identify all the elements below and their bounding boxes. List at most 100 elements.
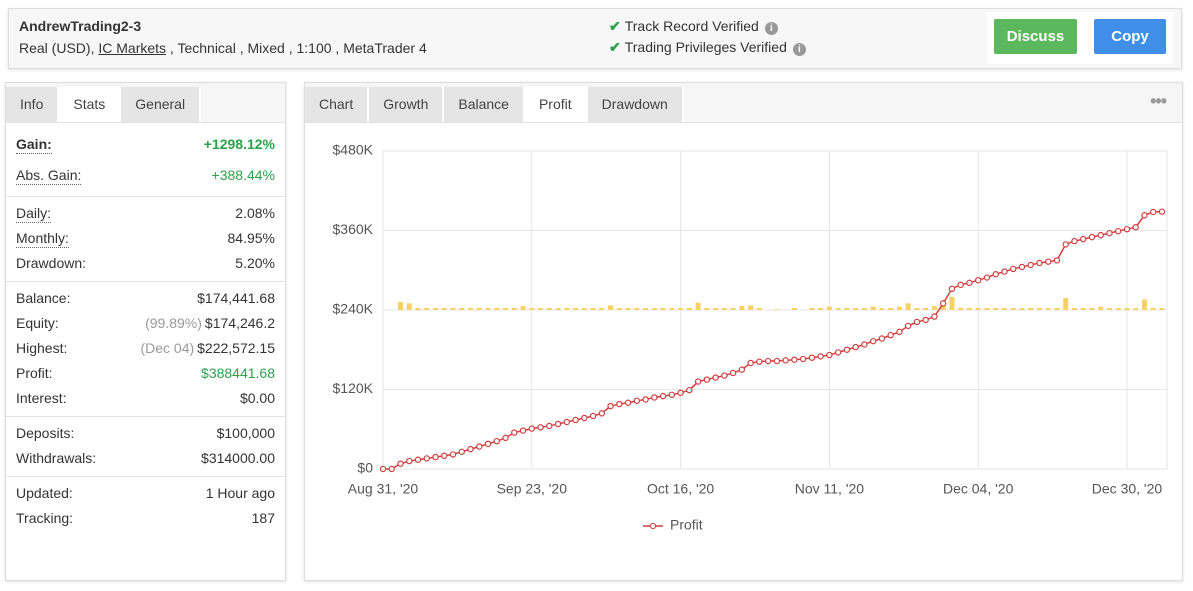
point bbox=[852, 343, 859, 351]
stat-value-wrap: $314000.00 bbox=[201, 446, 275, 471]
stat-value-wrap: 187 bbox=[252, 506, 275, 531]
line bbox=[383, 210, 1163, 470]
tab[interactable]: Info bbox=[6, 87, 58, 122]
stat-value: 187 bbox=[251, 510, 275, 526]
point bbox=[572, 416, 579, 424]
point bbox=[511, 429, 518, 436]
stat-label: Daily: bbox=[16, 205, 52, 223]
point bbox=[878, 335, 886, 342]
point bbox=[476, 443, 483, 450]
menu-icon[interactable]: ••• bbox=[1150, 91, 1167, 111]
account-title: AndrewTrading2-3 bbox=[19, 18, 142, 34]
stat-note: (Dec 04) bbox=[140, 340, 195, 356]
bar bbox=[459, 308, 465, 310]
stat-value-wrap: +1298.12% bbox=[204, 129, 275, 160]
point bbox=[887, 331, 894, 339]
stats-group: Gain: +1298.12% Abs. Gain: +388.44% bbox=[6, 125, 285, 197]
bar bbox=[406, 303, 412, 310]
bar bbox=[538, 308, 544, 310]
point bbox=[756, 358, 763, 365]
point bbox=[712, 374, 719, 381]
y-tick-label: $0 bbox=[357, 460, 373, 476]
point bbox=[1045, 258, 1052, 265]
bar bbox=[678, 308, 684, 310]
bar bbox=[546, 308, 552, 310]
stat-value-wrap: $100,000 bbox=[217, 421, 275, 446]
point bbox=[581, 414, 588, 422]
stat-note: (99.89%) bbox=[145, 315, 202, 331]
point bbox=[563, 418, 571, 426]
stats-row: Daily: 2.08% bbox=[16, 201, 275, 226]
subtitle-text: , Technical , Mixed , 1:100 , MetaTrader… bbox=[166, 40, 427, 56]
point bbox=[1132, 223, 1139, 231]
broker-link[interactable]: IC Markets bbox=[98, 40, 167, 56]
tab[interactable]: Profit bbox=[524, 87, 586, 122]
x-tick-label: Aug 31, '20 bbox=[348, 481, 419, 497]
stats-group: Balance: $174,441.68 Equity: (99.89%) $174,2… bbox=[6, 282, 285, 417]
stat-value-wrap: (99.89%) $174,246.2 bbox=[145, 311, 275, 336]
tab[interactable]: Balance bbox=[444, 87, 523, 122]
stat-label: Profit: bbox=[16, 365, 53, 381]
bar bbox=[503, 308, 509, 310]
point bbox=[528, 425, 535, 432]
bar bbox=[441, 308, 447, 310]
point bbox=[738, 366, 746, 373]
bar bbox=[450, 308, 456, 310]
bar bbox=[529, 308, 535, 310]
bar bbox=[1133, 308, 1139, 310]
verified-text: Trading Privileges Verified bbox=[624, 39, 787, 55]
copy-button[interactable]: Copy bbox=[1094, 19, 1166, 54]
bar bbox=[809, 308, 815, 310]
bar bbox=[914, 308, 920, 310]
bar bbox=[573, 308, 579, 310]
discuss-button[interactable]: Discuss bbox=[994, 19, 1077, 54]
stats-row: Balance: $174,441.68 bbox=[16, 286, 275, 311]
tab[interactable]: Chart bbox=[305, 87, 368, 122]
account-subtitle: Real (USD), IC Markets , Technical , Mix… bbox=[19, 40, 427, 56]
bar bbox=[424, 308, 430, 310]
bar bbox=[739, 306, 745, 310]
bar bbox=[826, 306, 832, 310]
point bbox=[747, 359, 754, 367]
point bbox=[869, 337, 877, 345]
bar bbox=[756, 308, 762, 310]
point bbox=[379, 465, 387, 473]
stat-value: 84.95% bbox=[227, 230, 275, 246]
bar bbox=[1124, 308, 1130, 310]
bar bbox=[1010, 308, 1016, 310]
point bbox=[764, 357, 772, 365]
tabs: Chart Growth Balance Profit Drawdown bbox=[305, 87, 684, 122]
bar bbox=[704, 308, 710, 310]
point bbox=[484, 440, 492, 448]
stat-value-wrap: 84.95% bbox=[228, 226, 275, 251]
point bbox=[554, 420, 562, 428]
point bbox=[502, 434, 509, 442]
tab[interactable]: General bbox=[121, 87, 200, 122]
tab[interactable]: Drawdown bbox=[587, 87, 682, 122]
point bbox=[966, 279, 973, 287]
point bbox=[537, 424, 544, 431]
bar bbox=[975, 308, 981, 310]
bar bbox=[1098, 306, 1104, 310]
x-tick-label: Dec 04, '20 bbox=[943, 481, 1014, 497]
tab[interactable]: Stats bbox=[59, 87, 120, 122]
bar bbox=[625, 308, 631, 310]
y-tick-label: $480K bbox=[333, 142, 374, 158]
stat-value: 2.08% bbox=[235, 205, 275, 221]
bar bbox=[905, 303, 911, 310]
y-tick-label: $240K bbox=[333, 301, 374, 317]
tab[interactable]: Growth bbox=[369, 87, 443, 122]
point bbox=[694, 378, 702, 385]
point bbox=[624, 399, 632, 406]
point bbox=[467, 445, 474, 453]
point bbox=[1141, 212, 1148, 219]
point bbox=[782, 357, 789, 364]
point bbox=[1027, 261, 1034, 269]
bar bbox=[433, 308, 439, 310]
stats-row: Gain: +1298.12% bbox=[16, 129, 275, 160]
stats-group: Deposits: $100,000 Withdrawals: $314000.00 bbox=[6, 417, 285, 477]
bar bbox=[590, 308, 596, 310]
point bbox=[406, 457, 413, 465]
point bbox=[791, 356, 798, 363]
bar bbox=[476, 308, 482, 310]
